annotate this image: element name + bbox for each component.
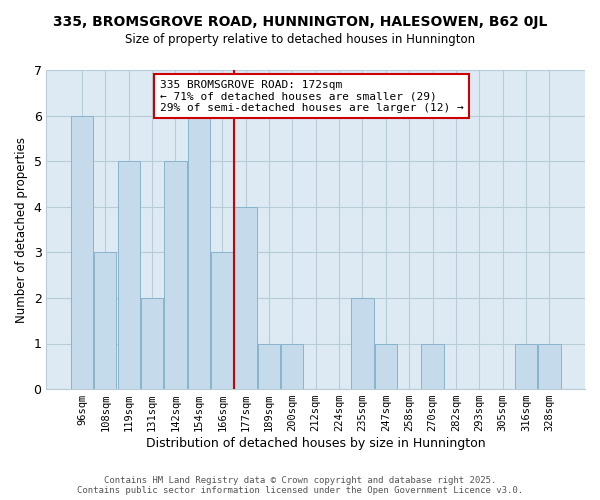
Text: 335, BROMSGROVE ROAD, HUNNINGTON, HALESOWEN, B62 0JL: 335, BROMSGROVE ROAD, HUNNINGTON, HALESO…	[53, 15, 547, 29]
Text: Contains HM Land Registry data © Crown copyright and database right 2025.
Contai: Contains HM Land Registry data © Crown c…	[77, 476, 523, 495]
Bar	[538, 344, 560, 389]
Bar	[211, 252, 233, 389]
Bar	[118, 161, 140, 389]
X-axis label: Distribution of detached houses by size in Hunnington: Distribution of detached houses by size …	[146, 437, 485, 450]
Bar	[71, 116, 93, 389]
Bar	[375, 344, 397, 389]
Y-axis label: Number of detached properties: Number of detached properties	[15, 136, 28, 322]
Bar	[235, 207, 257, 389]
Bar	[421, 344, 443, 389]
Bar	[141, 298, 163, 389]
Text: Size of property relative to detached houses in Hunnington: Size of property relative to detached ho…	[125, 32, 475, 46]
Text: 335 BROMSGROVE ROAD: 172sqm
← 71% of detached houses are smaller (29)
29% of sem: 335 BROMSGROVE ROAD: 172sqm ← 71% of det…	[160, 80, 463, 113]
Bar	[164, 161, 187, 389]
Bar	[188, 116, 210, 389]
Bar	[515, 344, 537, 389]
Bar	[258, 344, 280, 389]
Bar	[94, 252, 116, 389]
Bar	[352, 298, 374, 389]
Bar	[281, 344, 304, 389]
